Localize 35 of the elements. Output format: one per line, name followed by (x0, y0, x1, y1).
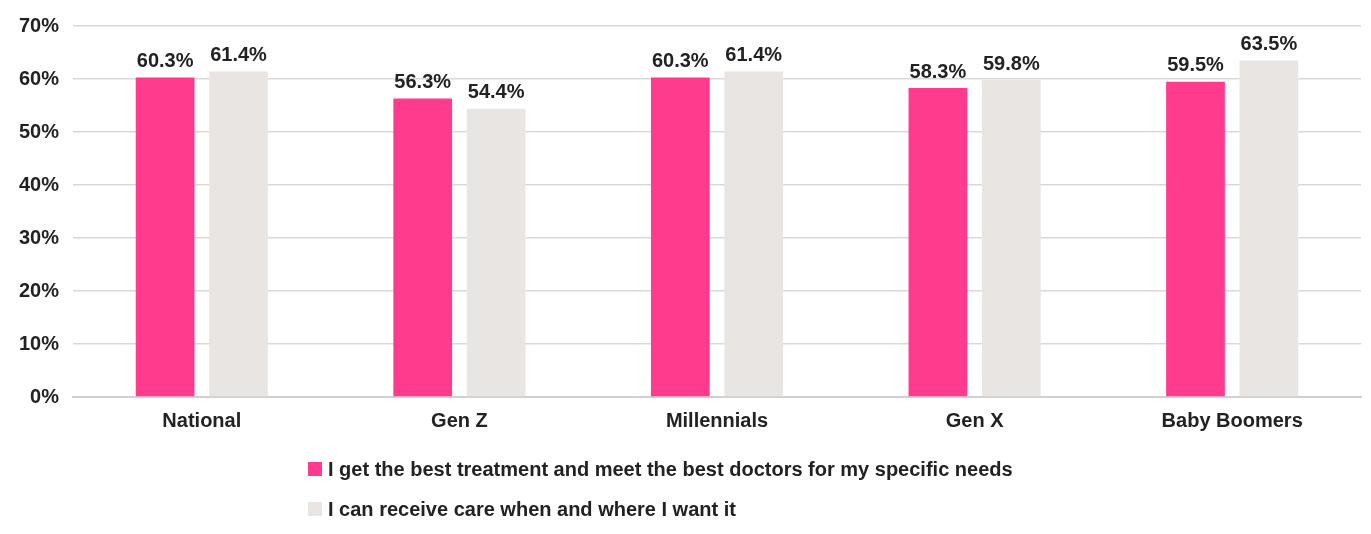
text: 61.4% (210, 43, 267, 66)
bar (135, 77, 195, 397)
bar (724, 71, 784, 397)
y-tick-label: 0% (30, 384, 60, 407)
x-tick-label: Gen Z (431, 408, 488, 431)
bar (466, 108, 526, 397)
text: 60.3% (136, 48, 194, 71)
bar (981, 80, 1041, 397)
text: 59.8% (982, 51, 1040, 74)
bar (1166, 81, 1225, 397)
x-tick-label: Baby Boomers (1161, 408, 1303, 431)
text: 58.3% (909, 59, 967, 82)
x-tick-label: Gen X (945, 408, 1005, 431)
y-tick-label: 60% (19, 66, 60, 89)
text: 61.4% (725, 43, 783, 66)
text: 54.4% (467, 80, 525, 103)
x-tick-label: Millennials (665, 408, 769, 431)
text: 56.3% (394, 70, 452, 93)
bar (1239, 60, 1299, 397)
y-tick-label: 40% (19, 172, 60, 195)
text: 63.5% (1240, 31, 1298, 54)
bar (650, 77, 710, 397)
x-tick-label: National (162, 408, 242, 431)
text: 59.5% (1167, 53, 1224, 76)
legend-label: I get the best treatment and meet the best doctors for my specific needs (328, 457, 1013, 481)
y-tick-label: 20% (19, 278, 60, 301)
bar (209, 71, 268, 397)
bar (393, 98, 453, 397)
bar (908, 88, 968, 397)
y-tick-label: 70% (19, 13, 60, 36)
legend-label: I can receive care when and where I want it (328, 497, 736, 521)
y-tick-label: 50% (19, 119, 60, 142)
y-tick-label: 30% (19, 225, 60, 248)
y-tick-label: 10% (19, 331, 60, 354)
text: 60.3% (651, 48, 709, 71)
